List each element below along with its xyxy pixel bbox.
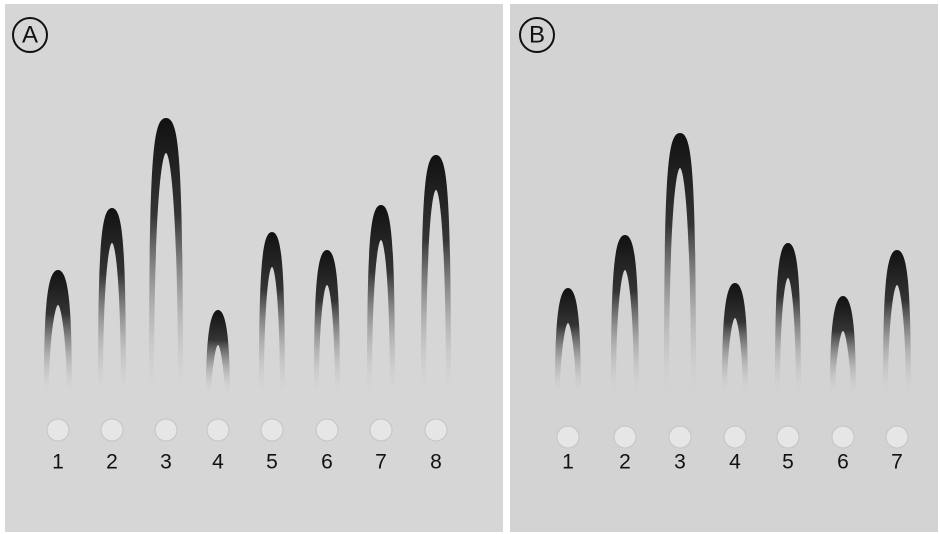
lane-label: 7: [891, 451, 903, 474]
rocket: [314, 250, 340, 395]
panel-b: [510, 4, 938, 532]
rocket: [149, 118, 183, 395]
rocket: [44, 270, 72, 395]
lane-label: 6: [321, 451, 333, 474]
well: [831, 425, 855, 449]
well: [100, 418, 124, 442]
lane-label: 8: [430, 451, 442, 474]
panel-label-circle: [12, 17, 48, 53]
lane-label: 5: [782, 451, 794, 474]
well: [424, 418, 448, 442]
panel-a: [5, 4, 503, 532]
rocket: [664, 133, 696, 395]
rocket: [611, 235, 639, 395]
rocket: [259, 232, 285, 395]
well: [260, 418, 284, 442]
rocket: [367, 205, 395, 395]
lane-label: 1: [52, 451, 64, 474]
well: [723, 425, 747, 449]
rocket: [883, 250, 911, 395]
rocket: [555, 288, 581, 395]
well: [369, 418, 393, 442]
well: [885, 425, 909, 449]
panel-label: B: [529, 21, 545, 48]
lane-label: 2: [106, 451, 118, 474]
rocket: [206, 310, 230, 395]
well: [776, 425, 800, 449]
lane-label: 1: [562, 451, 574, 474]
lane-label: 4: [212, 451, 224, 474]
rocket: [830, 296, 856, 395]
lane-label: 5: [266, 451, 278, 474]
lane-label: 3: [160, 451, 172, 474]
well: [668, 425, 692, 449]
rocket: [98, 208, 126, 395]
rocket: [722, 283, 748, 395]
lane-label: 6: [837, 451, 849, 474]
rocket: [775, 243, 801, 395]
well: [315, 418, 339, 442]
well: [556, 425, 580, 449]
panel-label: A: [22, 21, 38, 48]
well: [46, 418, 70, 442]
lane-label: 2: [619, 451, 631, 474]
lane-label: 4: [729, 451, 741, 474]
well: [206, 418, 230, 442]
well: [154, 418, 178, 442]
well: [613, 425, 637, 449]
rocket: [421, 155, 451, 395]
lane-label: 3: [674, 451, 686, 474]
lane-label: 7: [375, 451, 387, 474]
panel-label-circle: [519, 17, 555, 53]
